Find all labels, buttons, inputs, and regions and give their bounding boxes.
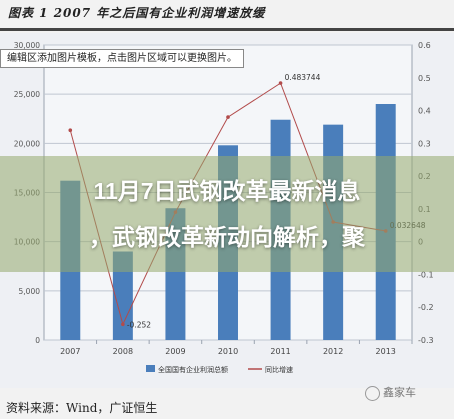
y-right-tick-label: -0.1 [418, 270, 434, 279]
edit-hint-bar[interactable]: 编辑区添加图片模板，点击图片区域可以更换图片。 [0, 49, 244, 68]
x-tick-label: 2008 [113, 347, 133, 356]
y-right-tick-label: -0.3 [418, 336, 434, 345]
growth-point [278, 81, 283, 85]
headline-overlay[interactable] [0, 156, 454, 272]
legend-bar-label: 全国国有企业利润总额 [158, 365, 228, 374]
y-left-tick-label: 25,000 [14, 90, 40, 99]
y-left-tick-label: 30,000 [14, 41, 40, 50]
headline-line-2[interactable]: ，武钢改革新动向解析，聚 [89, 224, 365, 250]
legend-layer: 全国国有企业利润总额 同比增速 [146, 365, 293, 374]
y-right-tick-label: 0.6 [418, 41, 431, 50]
headline-line-1[interactable]: 11月7日武钢改革最新消息 [93, 178, 361, 204]
y-right-tick-label: 0.3 [418, 139, 431, 148]
source-note: 资料来源：Wind，广证恒生 [6, 401, 158, 415]
x-tick-label: 2013 [376, 347, 396, 356]
watermark: 鑫家车 [365, 384, 416, 401]
y-left-tick-label: 5,000 [19, 287, 41, 296]
chart-title: 图表 1 2007 年之后国有企业利润增速放缓 [8, 6, 266, 20]
legend-bar-swatch [146, 365, 155, 372]
title-rule [0, 28, 454, 31]
watermark-text: 鑫家车 [383, 386, 416, 399]
watermark-logo-icon [365, 385, 380, 401]
data-label: 0.483744 [285, 73, 321, 82]
growth-point [68, 128, 73, 133]
growth-point [121, 322, 125, 327]
x-tick-label: 2007 [60, 347, 80, 356]
y-right-tick-label: -0.2 [418, 303, 434, 312]
x-tick-label: 2011 [270, 347, 290, 356]
legend-line-label: 同比增速 [265, 365, 293, 374]
y-left-tick-label: 0 [35, 336, 40, 345]
y-left-tick-label: 20,000 [14, 139, 40, 148]
y-right-tick-label: 0.5 [418, 74, 431, 83]
x-tick-label: 2010 [218, 347, 238, 356]
y-right-tick-label: 0.4 [418, 107, 431, 116]
x-tick-label: 2012 [323, 347, 343, 356]
data-label: -0.252 [127, 320, 151, 329]
growth-point [226, 115, 230, 119]
bar [112, 251, 133, 340]
x-tick-label: 2009 [165, 347, 185, 356]
